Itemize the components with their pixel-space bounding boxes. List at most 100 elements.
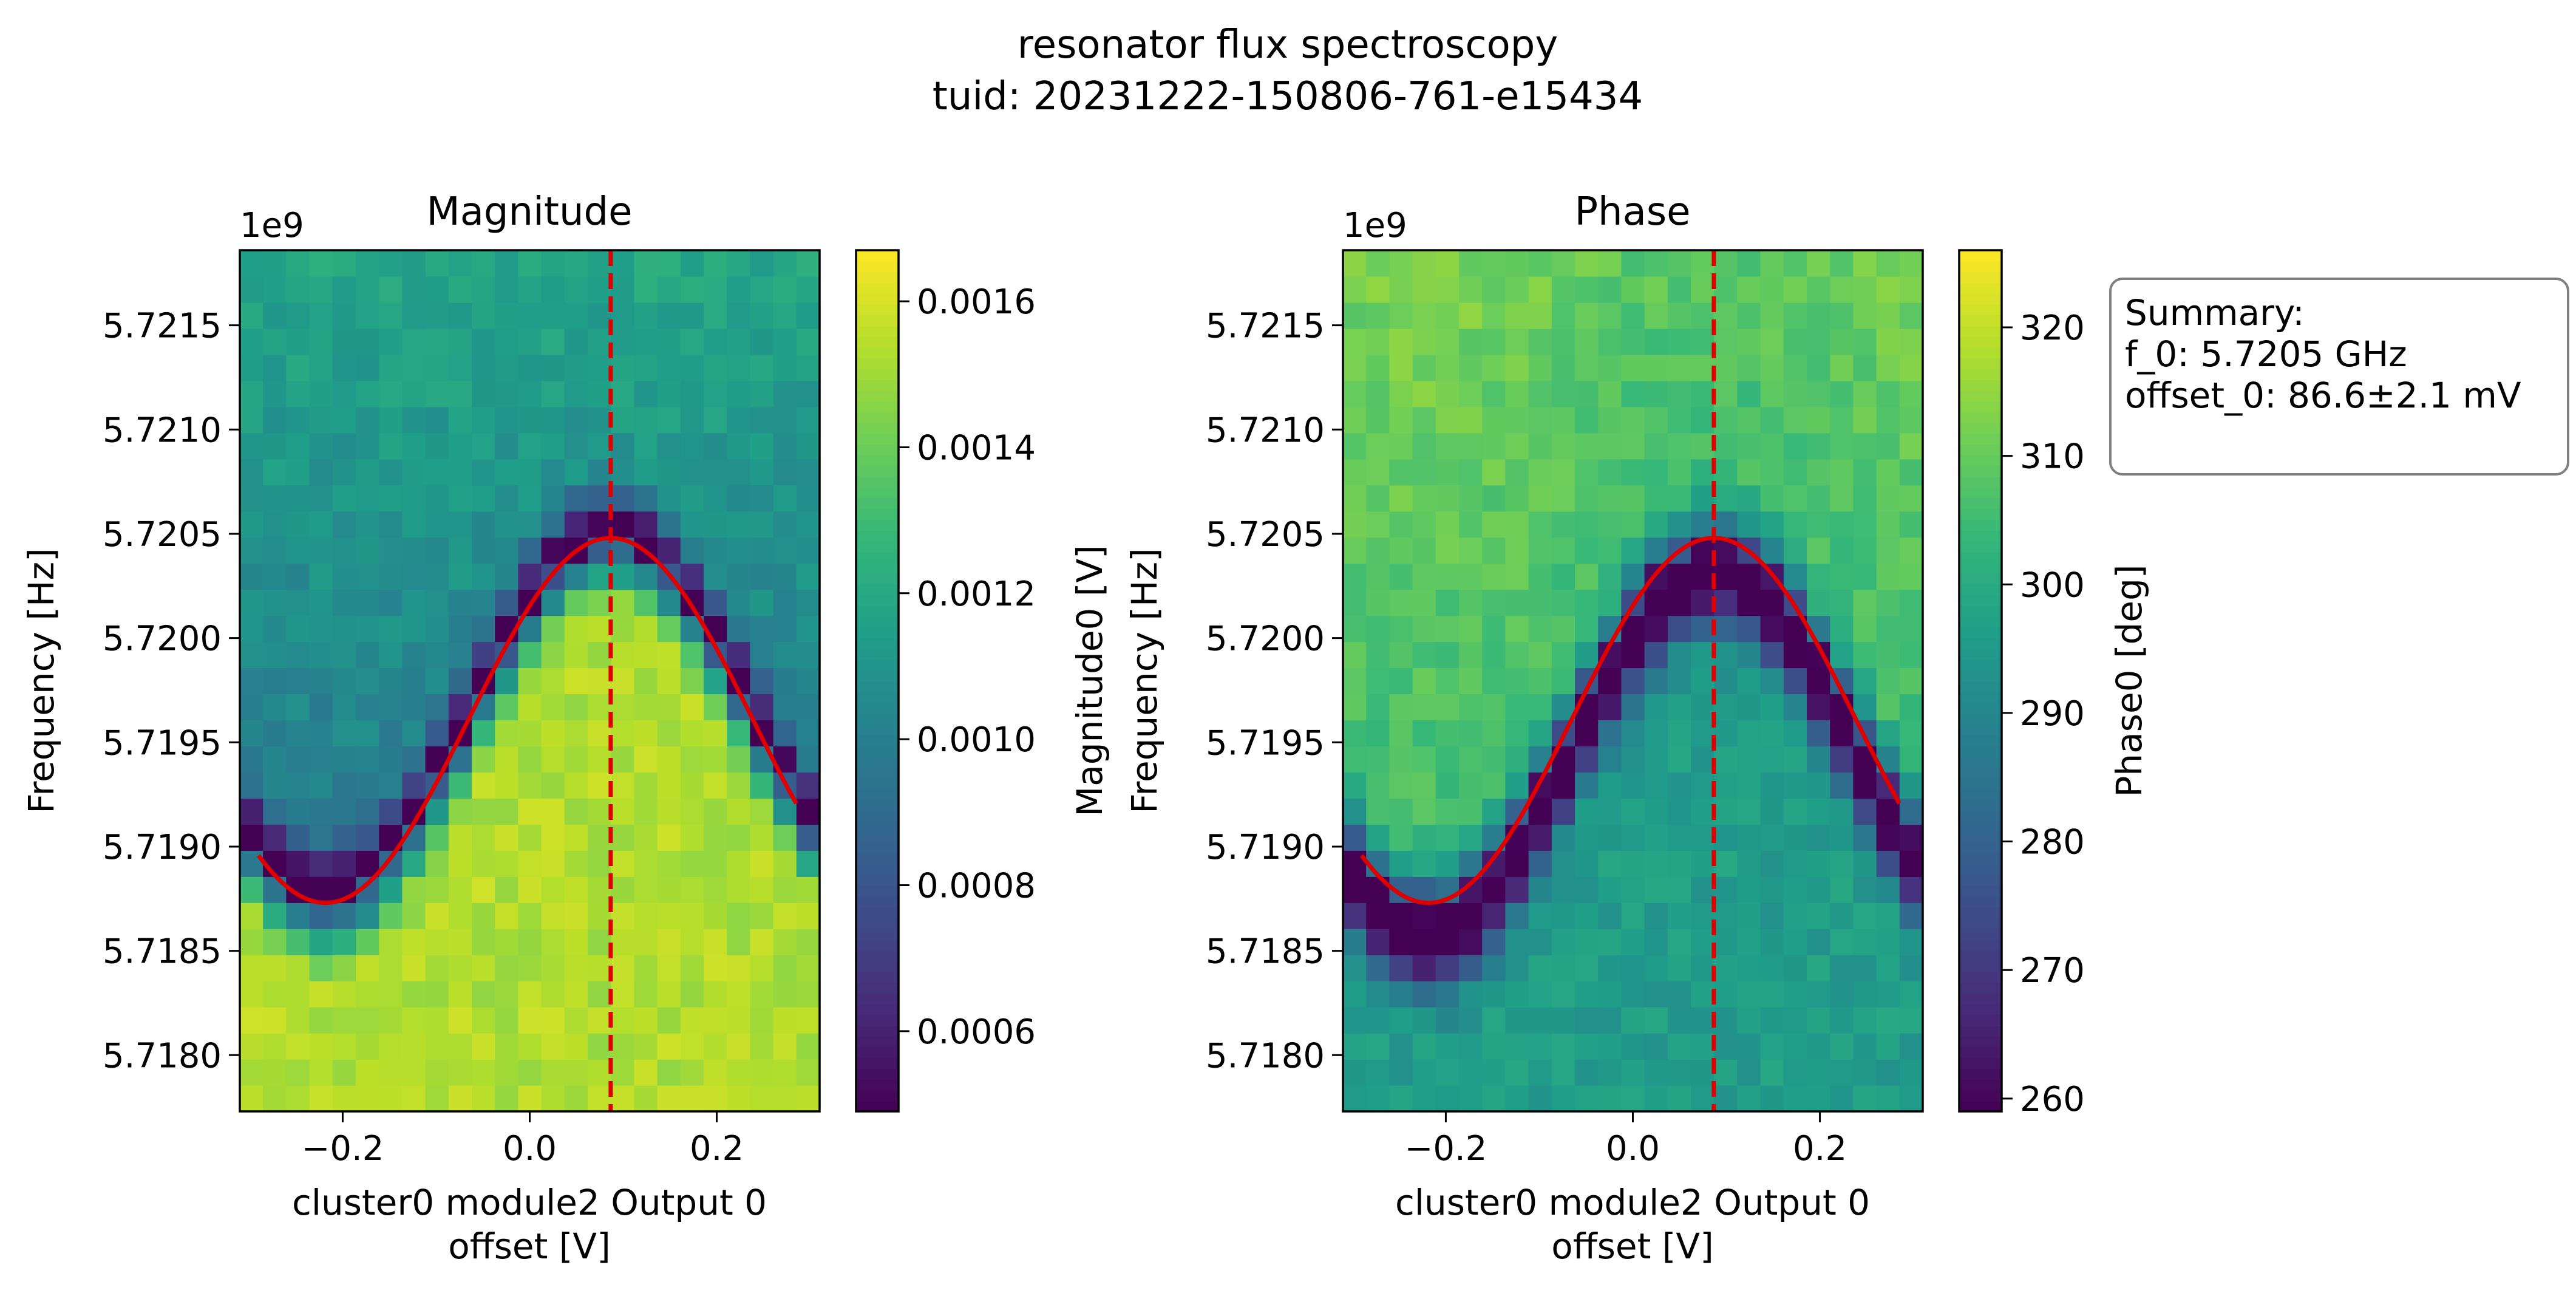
heatmap-cell — [1807, 1085, 1830, 1112]
heatmap-cell — [1807, 459, 1830, 486]
heatmap-cell — [1366, 615, 1390, 643]
heatmap-cell — [240, 563, 263, 590]
heatmap-cell — [1737, 563, 1761, 590]
heatmap-cell — [448, 406, 472, 434]
heatmap-cell — [1389, 694, 1413, 721]
heatmap-cell — [564, 746, 588, 773]
heatmap-cell — [1899, 1085, 1923, 1112]
heatmap-cell — [356, 250, 379, 277]
colorbar-segment — [856, 1090, 899, 1102]
heatmap-cell — [379, 1085, 403, 1112]
heatmap-cell — [286, 981, 310, 1008]
heatmap-cell — [240, 850, 263, 877]
heatmap-cell — [1482, 615, 1506, 643]
colorbar-segment — [856, 971, 899, 983]
colorbar-segment — [856, 853, 899, 865]
x-tick-label: 0.0 — [503, 1129, 557, 1168]
heatmap-cell — [1783, 459, 1807, 486]
heatmap-cell — [1760, 354, 1784, 381]
heatmap-cell — [286, 929, 310, 955]
heatmap-cell — [796, 720, 820, 747]
heatmap-cell — [1667, 981, 1691, 1008]
heatmap-cell — [1691, 380, 1715, 408]
heatmap-cell — [332, 772, 356, 799]
heatmap-cell — [309, 432, 333, 460]
heatmap-cell — [773, 902, 797, 929]
heatmap-cell — [448, 537, 472, 564]
heatmap-cell — [1343, 720, 1367, 747]
heatmap-cell — [1783, 850, 1807, 877]
heatmap-cell — [1876, 302, 1900, 329]
heatmap-cell — [240, 511, 263, 538]
heatmap-cell — [1366, 929, 1390, 955]
heatmap-cell — [1853, 1007, 1877, 1034]
heatmap-cell — [309, 1059, 333, 1086]
heatmap-cell — [1644, 641, 1668, 669]
heatmap-cell — [1830, 798, 1854, 825]
heatmap-cell — [472, 302, 495, 329]
heatmap-cell — [472, 354, 495, 381]
heatmap-cell — [1528, 302, 1552, 329]
heatmap-cell — [448, 276, 472, 303]
heatmap-cell — [796, 432, 820, 460]
heatmap-cell — [541, 406, 565, 434]
heatmap-cell — [1853, 1085, 1877, 1112]
heatmap-cell — [1737, 850, 1761, 877]
heatmap-cell — [564, 406, 588, 434]
heatmap-cell — [564, 694, 588, 721]
heatmap-cell — [1644, 850, 1668, 877]
heatmap-cell — [680, 902, 704, 929]
heatmap-cell — [402, 1085, 426, 1112]
heatmap-cell — [1667, 955, 1691, 981]
heatmap-cell — [425, 929, 449, 955]
colorbar-segment — [856, 734, 899, 746]
heatmap-cell — [750, 1033, 774, 1060]
colorbar-segment — [856, 422, 899, 434]
heatmap-cell — [1621, 981, 1645, 1008]
heatmap-cell — [286, 1085, 310, 1112]
heatmap-cell — [1899, 902, 1923, 929]
heatmap-cell — [263, 459, 287, 486]
heatmap-cell — [611, 1085, 634, 1112]
heatmap-cell — [495, 667, 518, 695]
heatmap-cell — [1783, 876, 1807, 903]
heatmap-cell — [1575, 250, 1599, 277]
heatmap-cell — [1691, 929, 1715, 955]
heatmap-cell — [541, 876, 565, 903]
colorbar-segment — [856, 347, 899, 359]
heatmap-cell — [1621, 485, 1645, 512]
heatmap-cell — [1876, 1059, 1900, 1086]
heatmap-cell — [588, 1033, 611, 1060]
heatmap-cell — [286, 459, 310, 486]
heatmap-cell — [1389, 824, 1413, 851]
heatmap-cell — [1389, 1007, 1413, 1034]
heatmap-cell — [773, 354, 797, 381]
heatmap-cell — [309, 1033, 333, 1060]
heatmap-cell — [1691, 432, 1715, 460]
heatmap-cell — [750, 302, 774, 329]
heatmap-cell — [472, 720, 495, 747]
magnitude-colorbar — [856, 250, 899, 1112]
colorbar-segment — [856, 842, 899, 854]
heatmap-cell — [1830, 380, 1854, 408]
colorbar-segment — [856, 616, 899, 628]
heatmap-cell — [564, 720, 588, 747]
heatmap-cell — [263, 380, 287, 408]
heatmap-cell — [402, 302, 426, 329]
heatmap-cell — [263, 563, 287, 590]
heatmap-cell — [1366, 720, 1390, 747]
heatmap-cell — [402, 276, 426, 303]
heatmap-cell — [263, 276, 287, 303]
heatmap-cell — [773, 955, 797, 981]
heatmap-cell — [588, 380, 611, 408]
heatmap-cell — [1667, 432, 1691, 460]
heatmap-cell — [1435, 302, 1460, 329]
heatmap-cell — [1876, 1007, 1900, 1034]
heatmap-cell — [750, 459, 774, 486]
heatmap-cell — [796, 302, 820, 329]
heatmap-cell — [1528, 563, 1552, 590]
colorbar-segment — [856, 993, 899, 1005]
heatmap-cell — [773, 1059, 797, 1086]
heatmap-cell — [750, 1007, 774, 1034]
heatmap-cell — [634, 746, 658, 773]
